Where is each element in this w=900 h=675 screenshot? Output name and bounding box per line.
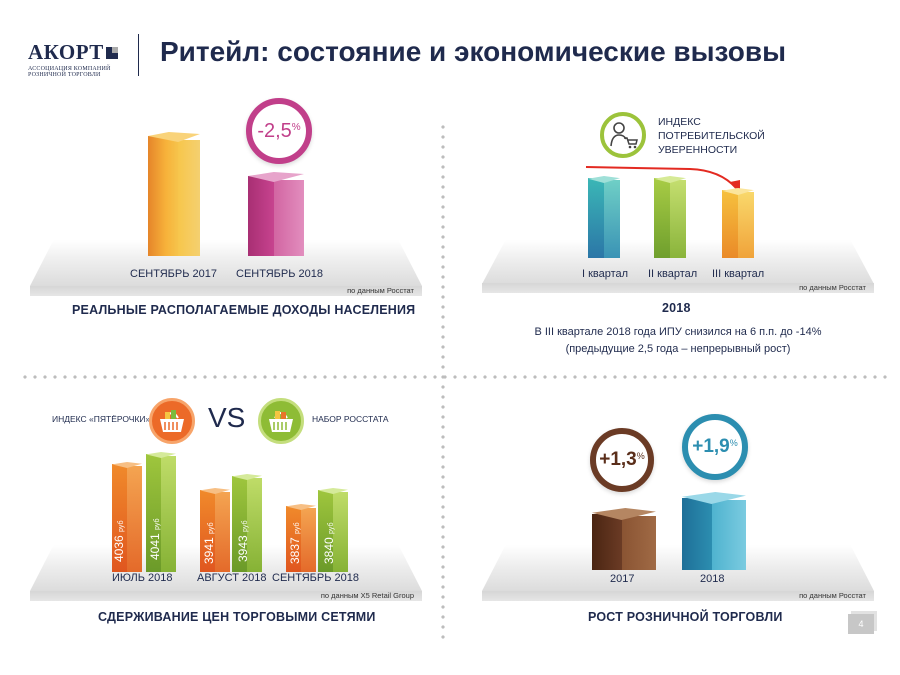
change-value-2018: +1,9 bbox=[692, 436, 730, 457]
bar-q3 bbox=[722, 188, 754, 258]
bar-label-q2: II квартал bbox=[648, 268, 698, 280]
rosstat-basket-label: НАБОР РОССТАТА bbox=[312, 414, 389, 424]
prices-caption: СДЕРЖИВАНИЕ ЦЕН ТОРГОВЫМИ СЕТЯМИ bbox=[98, 610, 376, 624]
bar-label-q3: III квартал bbox=[712, 268, 765, 280]
confidence-note-line1: В III квартале 2018 года ИПУ снизился на… bbox=[534, 326, 822, 338]
value-july-pyaterochka: 4036 руб bbox=[112, 520, 126, 562]
value-september-rosstat: 3840 руб bbox=[322, 522, 336, 564]
basket-icon bbox=[149, 398, 195, 444]
source-bar: по данным Росстат bbox=[30, 286, 422, 296]
logo-subtitle-1: АССОЦИАЦИЯ КОМПАНИЙ bbox=[28, 66, 111, 72]
basket-icon bbox=[258, 398, 304, 444]
income-caption: РЕАЛЬНЫЕ РАСПОЛАГАЕМЫЕ ДОХОДЫ НАСЕЛЕНИЯ bbox=[72, 303, 416, 317]
bar-sep-2017 bbox=[148, 132, 200, 256]
header-divider bbox=[138, 34, 139, 76]
source-bar: по данным X5 Retail Group bbox=[30, 591, 422, 601]
confidence-title-line3: УВЕРЕННОСТИ bbox=[658, 144, 738, 156]
change-badge-2018: +1,9 % bbox=[682, 414, 748, 480]
logo-text: АКОРТ bbox=[28, 40, 104, 64]
bar-q2 bbox=[654, 176, 686, 258]
source-bar: по данным Росстат bbox=[482, 591, 874, 601]
confidence-title-line1: ИНДЕКС bbox=[658, 116, 701, 128]
change-badge: -2,5 % bbox=[246, 98, 312, 164]
bar-q1 bbox=[588, 176, 620, 258]
page-title: Ритейл: состояние и экономические вызовы bbox=[160, 36, 787, 67]
source-bar: по данным Росстат bbox=[482, 283, 874, 293]
change-pct: % bbox=[291, 121, 301, 133]
value-august-rosstat: 3943 руб bbox=[236, 520, 250, 562]
vertical-separator bbox=[441, 122, 445, 642]
confidence-note-line2: (предыдущие 2,5 года – непрерывный рост) bbox=[565, 343, 791, 355]
change-pct-2017: % bbox=[636, 451, 645, 461]
vs-label: VS bbox=[208, 402, 246, 433]
bar-retail-2018 bbox=[682, 492, 746, 570]
bar-label-sep-2018: СЕНТЯБРЬ 2018 bbox=[236, 268, 323, 280]
bar-label-sep-2017: СЕНТЯБРЬ 2017 bbox=[130, 268, 217, 280]
logo-subtitle-2: РОЗНИЧНОЙ ТОРГОВЛИ bbox=[28, 72, 101, 78]
chart-floor bbox=[30, 240, 422, 286]
group-label-july: ИЮЛЬ 2018 bbox=[112, 572, 173, 584]
pyaterochka-index-label: ИНДЕКС «ПЯТЁРОЧКИ» bbox=[52, 414, 151, 424]
bar-august-pyaterochka bbox=[200, 488, 230, 572]
value-july-rosstat: 4041 руб bbox=[148, 518, 162, 560]
confidence-note: В III квартале 2018 года ИПУ снизился на… bbox=[482, 324, 874, 358]
source-text: по данным X5 Retail Group bbox=[320, 591, 414, 600]
group-label-september: СЕНТЯБРЬ 2018 bbox=[272, 572, 359, 584]
bar-august-rosstat bbox=[232, 474, 262, 572]
value-september-pyaterochka: 3837 руб bbox=[288, 522, 302, 564]
confidence-title-line2: ПОТРЕБИТЕЛЬСКОЙ bbox=[658, 130, 765, 142]
bar-sep-2018 bbox=[248, 172, 304, 256]
bar-label-q1: I квартал bbox=[582, 268, 629, 280]
bar-label-2017: 2017 bbox=[610, 573, 635, 585]
source-text: по данным Росстат bbox=[799, 591, 866, 600]
source-text: по данным Росстат bbox=[347, 286, 414, 295]
retail-caption: РОСТ РОЗНИЧНОЙ ТОРГОВЛИ bbox=[588, 610, 783, 624]
group-label-august: АВГУСТ 2018 bbox=[197, 572, 267, 584]
confidence-caption: 2018 bbox=[662, 301, 691, 315]
bar-september-pyaterochka bbox=[286, 504, 316, 572]
value-august-pyaterochka: 3941 руб bbox=[202, 522, 216, 564]
logo-mark-icon bbox=[105, 46, 118, 59]
confidence-title: ИНДЕКС ПОТРЕБИТЕЛЬСКОЙ УВЕРЕННОСТИ bbox=[658, 115, 765, 157]
change-value: -2,5 bbox=[257, 119, 292, 142]
change-value-2017: +1,3 bbox=[599, 449, 637, 470]
bar-retail-2017 bbox=[592, 508, 656, 570]
chart-floor bbox=[482, 545, 874, 591]
logo: АКОРТ АССОЦИАЦИЯ КОМПАНИЙ РОЗНИЧНОЙ ТОРГ… bbox=[28, 40, 124, 78]
change-badge-2017: +1,3 % bbox=[590, 428, 654, 492]
shopper-cart-icon bbox=[600, 112, 646, 158]
horizontal-separator bbox=[20, 375, 888, 379]
bar-label-2018: 2018 bbox=[700, 573, 725, 585]
source-text: по данным Росстат bbox=[799, 283, 866, 292]
bar-july-pyaterochka bbox=[112, 462, 142, 572]
bar-september-rosstat bbox=[318, 488, 348, 572]
bar-july-rosstat bbox=[146, 452, 176, 572]
change-pct-2018: % bbox=[729, 438, 738, 448]
page-number: 4 bbox=[848, 614, 874, 634]
